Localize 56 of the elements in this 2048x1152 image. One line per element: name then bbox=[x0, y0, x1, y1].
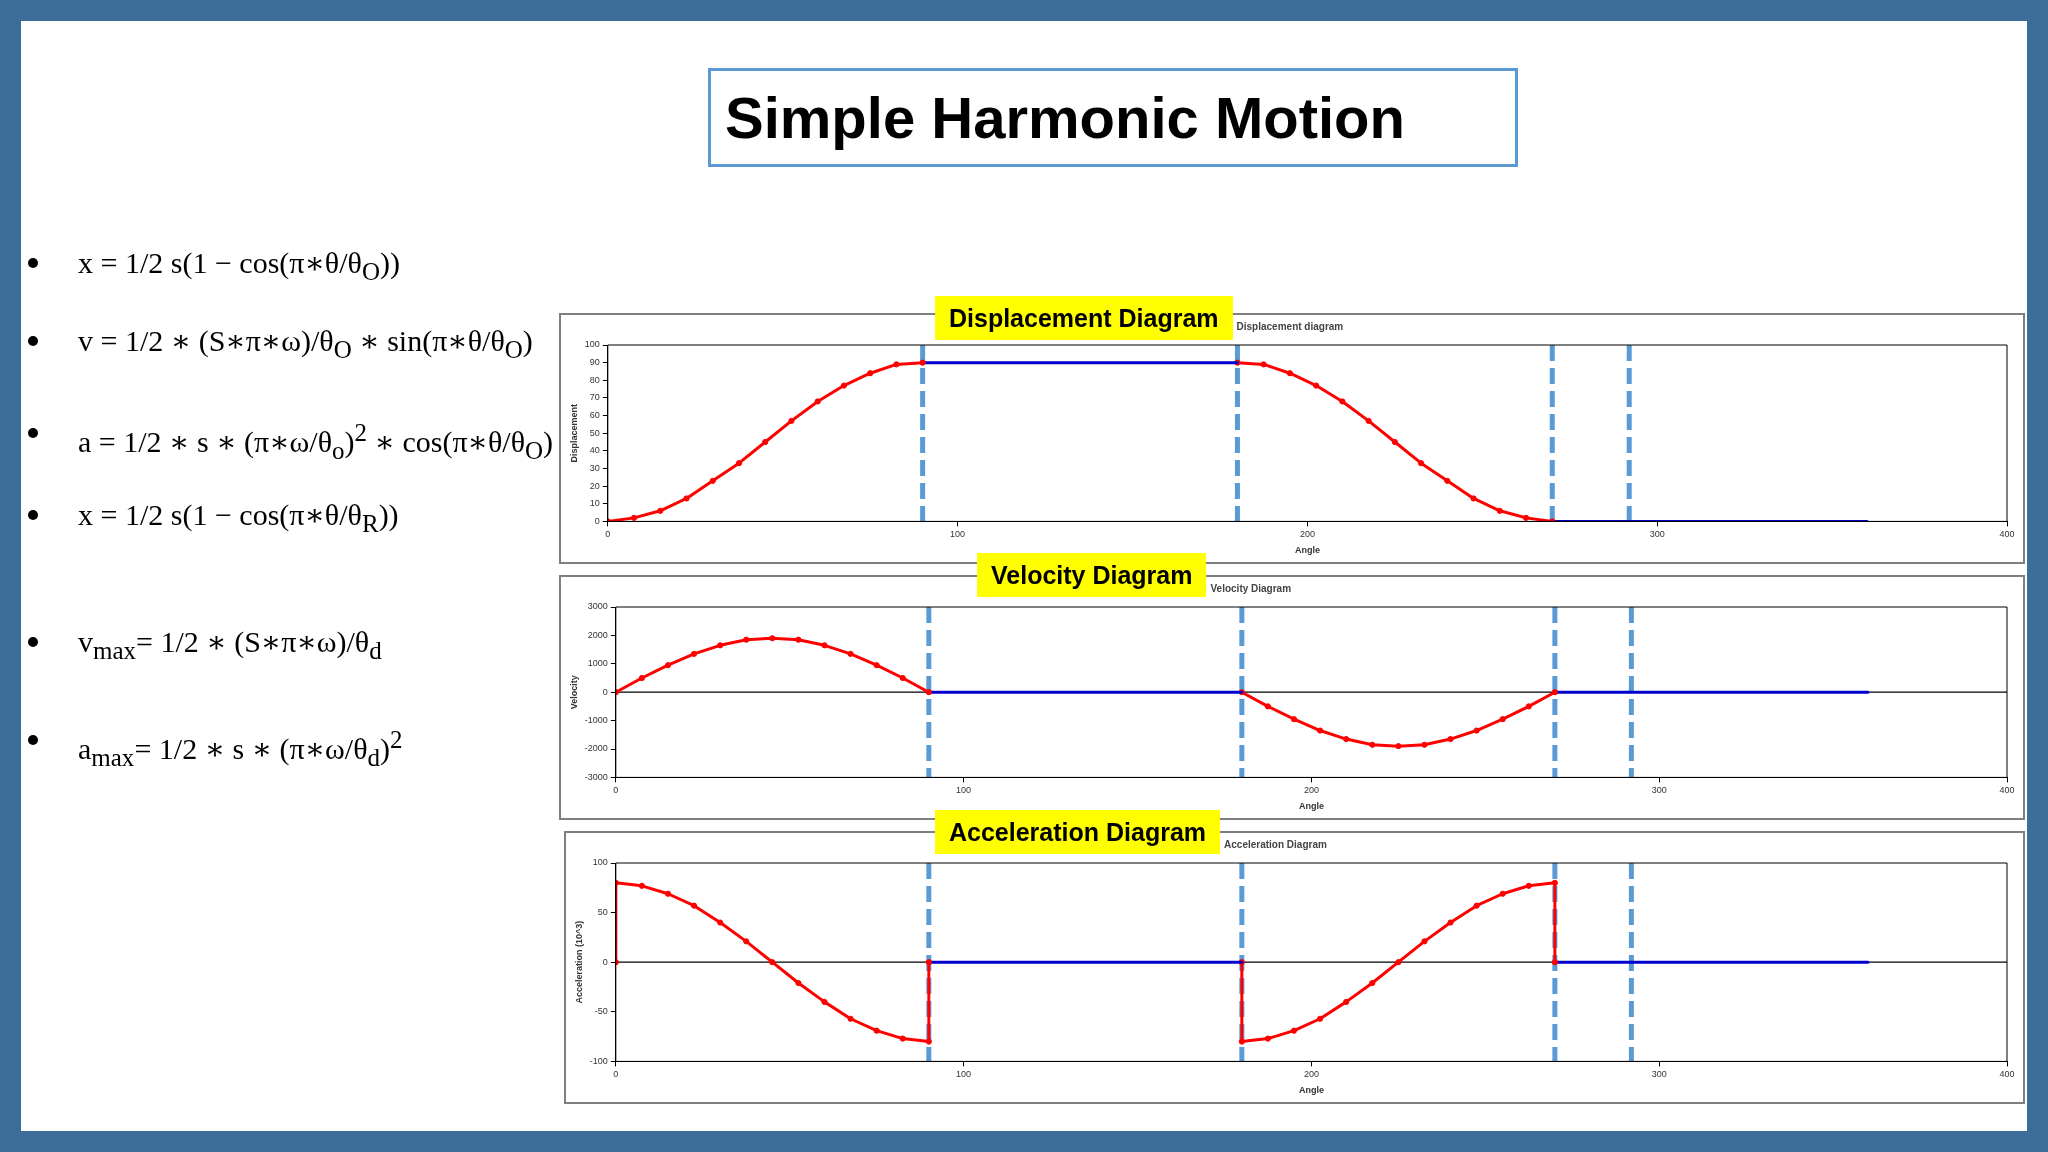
y-tick-label: -1000 bbox=[584, 715, 608, 726]
x-tick-label: 0 bbox=[613, 1069, 619, 1080]
chart-title: Acceleration Diagram bbox=[935, 810, 1221, 854]
y-tick-label: -3000 bbox=[584, 771, 608, 782]
y-axis-title: Displacement bbox=[568, 403, 579, 463]
y-tick-label: 10 bbox=[589, 498, 600, 509]
text: a = 1/2 ∗ s ∗ (π∗ω/θ$_{o}$)$^{2}$ ∗ cos(π∗θ/θ$_{O}$) bbox=[78, 419, 554, 464]
x-axis-title: Angle bbox=[1298, 1085, 1324, 1096]
x-tick-label: 200 bbox=[1303, 1069, 1319, 1080]
text: x = 1/2 s(1 − cos(π∗θ/θ$_{R}$)) bbox=[78, 498, 399, 537]
y-tick-label: 90 bbox=[589, 357, 600, 368]
chart-subtitle: Acceleration Diagram bbox=[1224, 839, 1327, 850]
text: Simple Harmonic Motion bbox=[708, 68, 1518, 167]
x-axis-title: Angle bbox=[1298, 801, 1324, 812]
chart-subtitle: Velocity Diagram bbox=[1210, 583, 1292, 594]
x-tick-label: 200 bbox=[1299, 529, 1315, 540]
chart-subtitle: Displacement diagram bbox=[1236, 321, 1344, 332]
y-tick-label: 80 bbox=[589, 374, 600, 385]
y-axis-title: Acceleration (10^3) bbox=[573, 920, 584, 1004]
y-tick-label: 0 bbox=[594, 515, 600, 526]
y-tick-label: 50 bbox=[589, 427, 600, 438]
x-tick-label: 100 bbox=[950, 529, 966, 540]
x-tick-label: 100 bbox=[956, 785, 972, 796]
x-tick-label: 300 bbox=[1651, 1069, 1667, 1080]
y-tick-label: -2000 bbox=[584, 743, 608, 754]
chart-title: Velocity Diagram bbox=[977, 553, 1207, 597]
x-tick-label: 300 bbox=[1651, 785, 1667, 796]
chart-title: Displacement Diagram bbox=[935, 296, 1233, 340]
y-tick-label: 60 bbox=[589, 410, 600, 421]
y-tick-label: 30 bbox=[589, 462, 600, 473]
y-tick-label: 100 bbox=[584, 339, 600, 350]
y-tick-label: 1000 bbox=[587, 658, 608, 669]
y-tick-label: 100 bbox=[592, 857, 608, 868]
x-tick-label: 0 bbox=[613, 785, 619, 796]
y-tick-label: 3000 bbox=[587, 601, 608, 612]
x-tick-label: 400 bbox=[1999, 1069, 2015, 1080]
y-tick-label: 20 bbox=[589, 480, 600, 491]
text: a$_{max}$= 1/2 ∗ s ∗ (π∗ω/θ$_{d}$)$^{2}$ bbox=[78, 726, 403, 771]
text: x = 1/2 s(1 − cos(π∗θ/θ$_{O}$)) bbox=[78, 246, 400, 285]
x-tick-label: 400 bbox=[1999, 529, 2015, 540]
y-axis-title: Velocity bbox=[568, 675, 579, 710]
y-tick-label: 70 bbox=[589, 392, 600, 403]
y-tick-label: 0 bbox=[602, 686, 608, 697]
x-axis-title: Angle bbox=[1294, 545, 1320, 556]
y-tick-label: 2000 bbox=[587, 629, 608, 640]
y-tick-label: -50 bbox=[594, 1006, 608, 1017]
y-tick-label: 0 bbox=[602, 956, 608, 967]
y-tick-label: 50 bbox=[597, 907, 608, 918]
text: v$_{max}$= 1/2 ∗ (S∗π∗ω)/θ$_{d}$ bbox=[78, 625, 382, 664]
x-tick-label: 100 bbox=[956, 1069, 972, 1080]
y-tick-label: 40 bbox=[589, 445, 600, 456]
y-tick-label: -100 bbox=[589, 1055, 608, 1066]
x-tick-label: 300 bbox=[1649, 529, 1665, 540]
x-tick-label: 200 bbox=[1303, 785, 1319, 796]
x-tick-label: 400 bbox=[1999, 785, 2015, 796]
text: v = 1/2 ∗ (S∗π∗ω)/θ$_{O}$ ∗ sin(π∗θ/θ$_{O}$) bbox=[78, 324, 533, 363]
